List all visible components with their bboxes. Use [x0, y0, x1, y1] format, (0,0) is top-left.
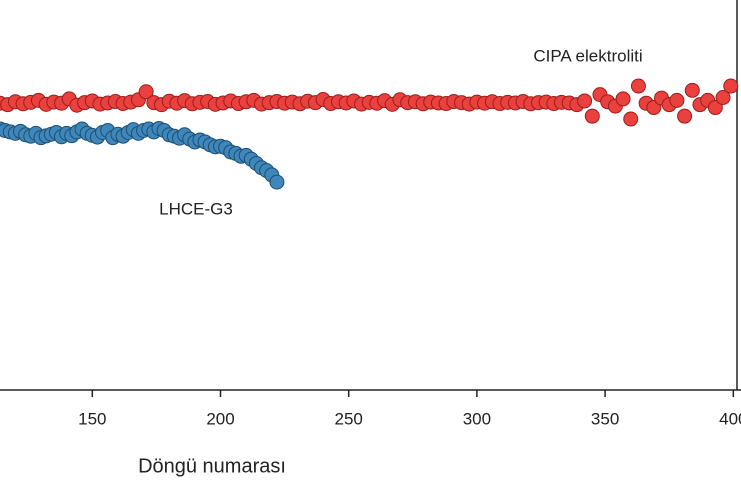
point — [577, 93, 593, 109]
x-axis-label: Döngü numarası — [138, 455, 286, 477]
point — [669, 92, 685, 108]
point — [138, 84, 154, 100]
annotation: LHCE-G3 — [159, 199, 233, 218]
annotation: CIPA elektroliti — [533, 46, 642, 65]
point — [615, 91, 631, 107]
point — [269, 174, 285, 190]
x-tick-label: 350 — [591, 409, 619, 428]
point — [623, 111, 639, 127]
point — [677, 108, 693, 124]
point — [630, 78, 646, 94]
x-tick-label: 200 — [206, 409, 234, 428]
x-tick-label: 300 — [463, 409, 491, 428]
x-tick-label: 400 — [719, 409, 741, 428]
point — [684, 82, 700, 98]
point — [707, 100, 723, 116]
x-tick-label: 150 — [78, 409, 106, 428]
point — [584, 108, 600, 124]
x-tick-label: 250 — [335, 409, 363, 428]
point — [715, 90, 731, 105]
point — [723, 78, 739, 94]
